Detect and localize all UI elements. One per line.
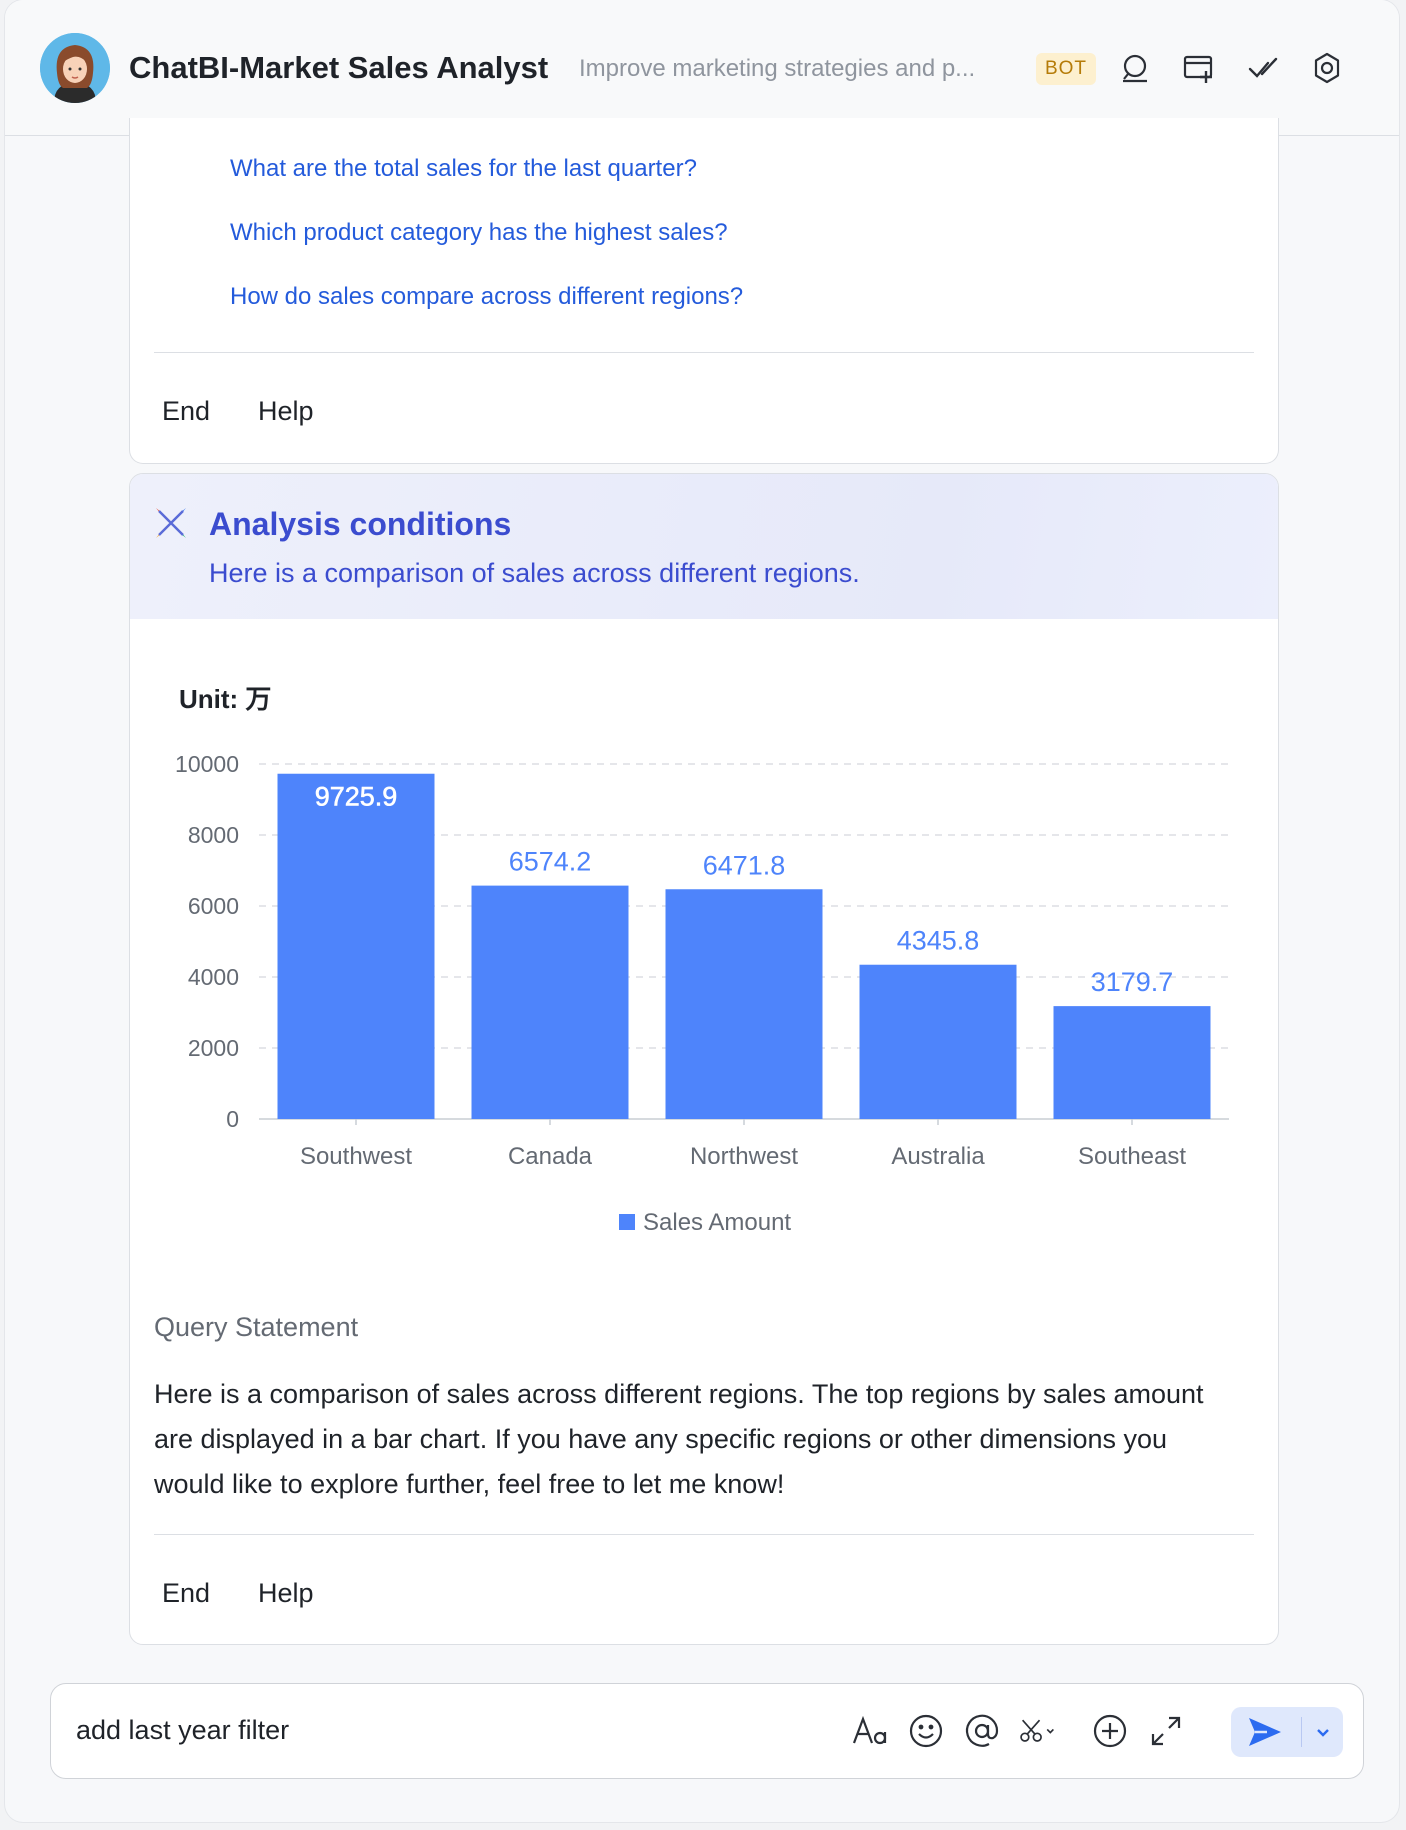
message-input[interactable]: add last year filter	[76, 1715, 290, 1745]
chat-subtitle: Improve marketing strategies and p...	[579, 55, 976, 82]
y-tick-label: 2000	[188, 1035, 239, 1061]
legend-swatch	[619, 1214, 635, 1230]
divider	[154, 352, 1254, 353]
sparkle-icon	[154, 506, 188, 540]
data-label: 6574.2	[509, 847, 592, 877]
x-tick-label: Northwest	[690, 1143, 798, 1170]
query-statement-label: Query Statement	[154, 1312, 359, 1342]
data-label: 6471.8	[703, 850, 786, 880]
search-chat-icon[interactable]	[1118, 51, 1152, 85]
y-tick-label: 0	[226, 1106, 239, 1132]
chevron-down-icon[interactable]	[1313, 1722, 1333, 1742]
bar	[859, 964, 1017, 1119]
bar	[277, 773, 435, 1119]
scissors-icon[interactable]	[1018, 1711, 1070, 1751]
mention-icon[interactable]	[962, 1711, 1002, 1751]
legend-label: Sales Amount	[643, 1209, 791, 1236]
divider	[1301, 1717, 1302, 1747]
message-card-previous: What are the total sales for the last qu…	[129, 118, 1279, 464]
settings-icon[interactable]	[1310, 51, 1344, 85]
check-icon[interactable]	[1246, 51, 1280, 85]
send-icon[interactable]	[1247, 1716, 1283, 1748]
bar	[471, 885, 629, 1119]
message-input-box[interactable]: add last year filter	[50, 1683, 1364, 1779]
avatar[interactable]	[40, 33, 110, 103]
help-button[interactable]: Help	[258, 396, 314, 426]
analysis-title: Analysis conditions	[209, 506, 512, 542]
emoji-icon[interactable]	[906, 1711, 946, 1751]
bar	[665, 889, 823, 1119]
chat-title: ChatBI-Market Sales Analyst	[129, 50, 549, 85]
chart-unit-label: Unit: 万	[179, 684, 272, 714]
message-card-analysis: Analysis conditions Here is a comparison…	[129, 473, 1279, 1645]
x-tick-label: Canada	[508, 1143, 593, 1170]
end-button[interactable]: End	[162, 396, 211, 426]
x-tick-label: Southwest	[300, 1143, 412, 1170]
help-button[interactable]: Help	[258, 1578, 314, 1608]
send-button-group	[1231, 1707, 1343, 1757]
y-tick-label: 6000	[188, 893, 239, 919]
y-tick-label: 8000	[188, 822, 239, 848]
x-tick-label: Southeast	[1078, 1143, 1186, 1170]
chat-header: ChatBI-Market Sales Analyst Improve mark…	[5, 0, 1399, 136]
bar	[1053, 1006, 1211, 1119]
y-tick-label: 4000	[188, 964, 239, 990]
analysis-header: Analysis conditions Here is a comparison…	[130, 474, 1278, 619]
data-label: 9725.9	[315, 782, 398, 812]
y-tick-label: 10000	[175, 751, 239, 777]
plus-circle-icon[interactable]	[1090, 1711, 1130, 1751]
divider	[154, 1534, 1254, 1535]
suggested-question[interactable]: What are the total sales for the last qu…	[230, 155, 697, 182]
add-card-icon[interactable]	[1182, 51, 1216, 85]
data-label: 4345.8	[897, 926, 980, 956]
analysis-description: Here is a comparison of sales across dif…	[209, 558, 860, 588]
data-label: 3179.7	[1091, 967, 1174, 997]
chat-window: ChatBI-Market Sales Analyst Improve mark…	[5, 0, 1399, 1822]
bar-chart: 0 2000 4000 6000 8000 10000 Southwest 9725.9 Can…	[175, 751, 1229, 1236]
expand-icon[interactable]	[1146, 1711, 1186, 1751]
suggested-question[interactable]: Which product category has the highest s…	[230, 219, 728, 246]
query-statement-text: Here is a comparison of sales across dif…	[154, 1379, 1204, 1499]
bot-badge: BOT	[1036, 53, 1096, 85]
text-format-icon[interactable]	[850, 1711, 890, 1751]
suggested-question[interactable]: How do sales compare across different re…	[230, 283, 744, 310]
end-button[interactable]: End	[162, 1578, 211, 1608]
x-tick-label: Australia	[891, 1143, 985, 1170]
